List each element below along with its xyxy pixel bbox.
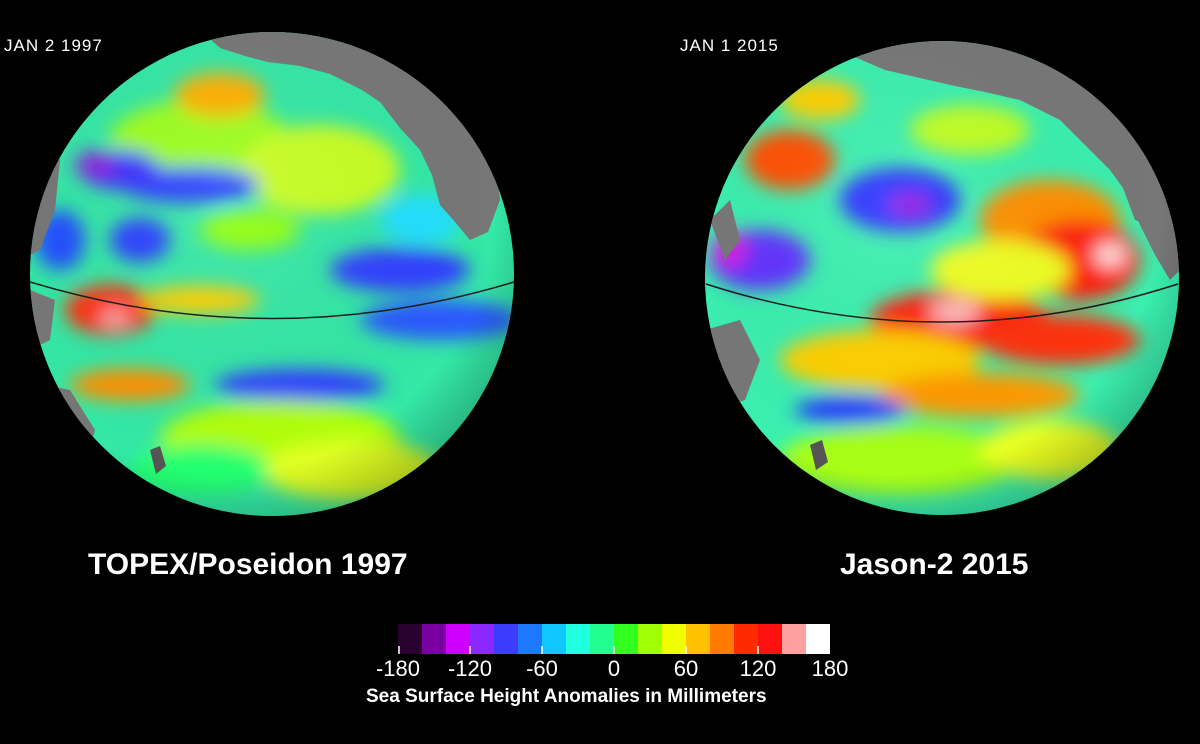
tick-label-minus-60: -60 bbox=[526, 656, 558, 681]
color-swatch bbox=[734, 624, 759, 654]
tick-label-0: 0 bbox=[607, 656, 621, 681]
color-swatch bbox=[758, 624, 783, 654]
color-swatch bbox=[542, 624, 567, 654]
color-swatch bbox=[494, 624, 519, 654]
color-swatch bbox=[422, 624, 447, 654]
color-scale-bar bbox=[398, 624, 830, 654]
color-swatch bbox=[518, 624, 543, 654]
color-swatch bbox=[686, 624, 711, 654]
caption-jason2-2015: Jason-2 2015 bbox=[840, 548, 1029, 581]
date-label-1997: JAN 2 1997 bbox=[4, 36, 103, 55]
tick-label-120: 120 bbox=[739, 656, 777, 681]
date-label-2015: JAN 1 2015 bbox=[680, 36, 779, 55]
caption-topex-1997: TOPEX/Poseidon 1997 bbox=[88, 548, 408, 581]
color-swatch bbox=[662, 624, 687, 654]
color-swatch bbox=[806, 624, 830, 654]
tick-label-60: 60 bbox=[673, 656, 699, 681]
tick-label-minus-180: -180 bbox=[375, 656, 421, 681]
tick-label-180: 180 bbox=[811, 656, 849, 681]
tick-label-minus-120: -120 bbox=[447, 656, 493, 681]
color-swatch bbox=[710, 624, 735, 654]
color-swatch bbox=[638, 624, 663, 654]
color-swatch bbox=[398, 624, 423, 654]
color-swatch bbox=[782, 624, 807, 654]
color-swatch bbox=[590, 624, 615, 654]
color-swatch bbox=[470, 624, 495, 654]
legend-title: Sea Surface Height Anomalies in Millimet… bbox=[366, 686, 767, 707]
color-swatch bbox=[614, 624, 639, 654]
color-swatch bbox=[446, 624, 471, 654]
color-swatch bbox=[566, 624, 591, 654]
